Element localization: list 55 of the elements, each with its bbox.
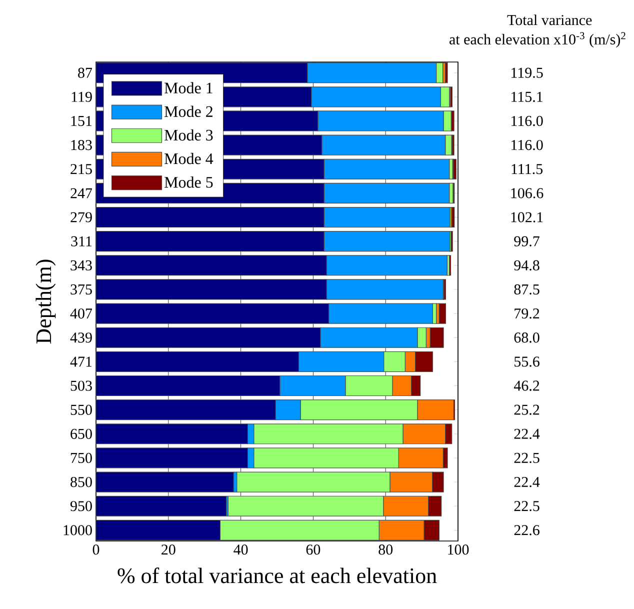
- text: 111.5: [512, 164, 543, 174]
- x-tick-label: 40: [234, 544, 248, 555]
- text: 106.6: [511, 188, 544, 198]
- text: 119.5: [512, 68, 543, 78]
- y-tick-label: 311: [71, 236, 92, 246]
- x-axis-title: % of total variance at each elevation: [118, 567, 437, 584]
- text: Total variance: [507, 14, 592, 26]
- x-tick-label: 20: [162, 544, 176, 555]
- text: 22.5: [514, 501, 540, 512]
- legend-label: Mode 4: [164, 152, 214, 164]
- text: 115.1: [512, 92, 542, 102]
- y-tick-label: 343: [70, 260, 92, 270]
- x-tick-label: 60: [306, 544, 320, 555]
- text: 79.2: [514, 308, 540, 319]
- legend-label: Mode 3: [164, 129, 213, 141]
- y-tick-label: 407: [70, 308, 92, 319]
- y-tick-label: 550: [70, 404, 92, 415]
- text: 116.0: [512, 116, 543, 126]
- text: 99.7: [514, 236, 540, 246]
- y-tick-label: 1000: [64, 525, 92, 536]
- y-tick-label: 439: [70, 332, 92, 343]
- y-tick-label: 183: [71, 140, 92, 150]
- x-tick-label: 100: [448, 544, 469, 555]
- text: 25.2: [514, 404, 540, 415]
- y-tick-label: 279: [70, 212, 92, 222]
- y-tick-label: 87: [78, 68, 92, 78]
- text: 22.4: [514, 428, 540, 439]
- legend-label: Mode 5: [164, 176, 213, 188]
- y-tick-label: 215: [70, 164, 92, 174]
- text: 22.5: [514, 452, 540, 464]
- y-axis-title: Depth(m): [36, 260, 56, 344]
- y-tick-label: 503: [70, 380, 92, 391]
- y-tick-label: 119: [72, 92, 92, 102]
- y-tick-label: 850: [70, 476, 92, 488]
- text: 116.0: [512, 140, 543, 150]
- text: at each elevation x10$^{-3}$ (m/s)$^{2}$: [450, 32, 626, 48]
- y-tick-label: 750: [70, 452, 92, 464]
- legend-label: Mode 1: [164, 82, 212, 94]
- y-tick-label: 950: [70, 501, 92, 512]
- x-tick-label: 80: [378, 544, 393, 555]
- y-tick-label: 650: [70, 428, 92, 439]
- text: 68.0: [514, 332, 540, 343]
- text: 102.1: [511, 212, 543, 222]
- text: 55.6: [514, 356, 540, 367]
- y-tick-label: 247: [70, 188, 92, 198]
- x-tick-label: 0: [92, 544, 100, 555]
- text: 22.4: [514, 476, 540, 488]
- text: 94.8: [514, 260, 540, 270]
- text: 87.5: [514, 284, 540, 295]
- y-tick-label: 151: [71, 116, 92, 126]
- legend-label: Mode 2: [164, 106, 212, 118]
- y-tick-label: 471: [70, 356, 92, 367]
- text: 22.6: [514, 525, 540, 536]
- text: 46.2: [514, 380, 540, 391]
- y-tick-label: 375: [70, 284, 92, 294]
